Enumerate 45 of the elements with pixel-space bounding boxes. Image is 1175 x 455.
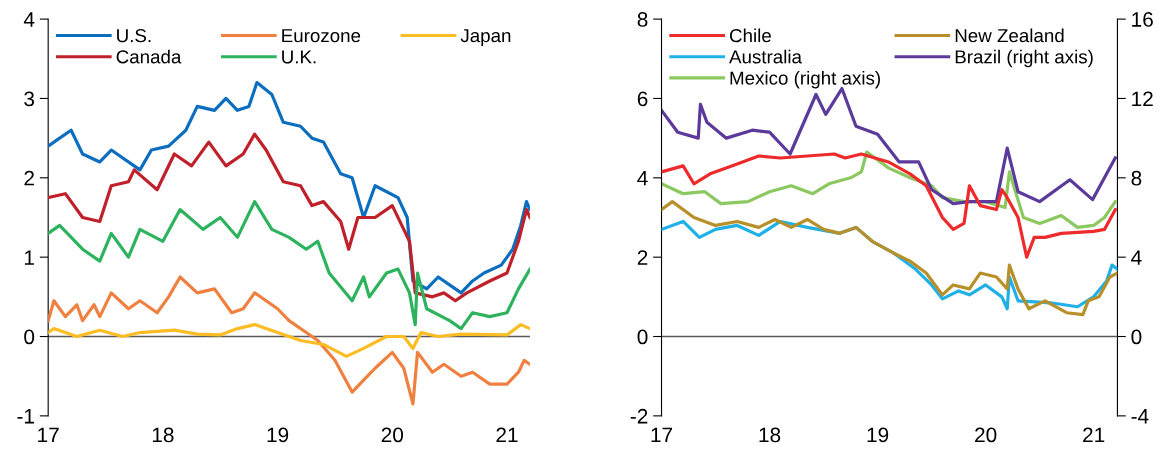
legend-label: New Zealand: [955, 28, 1064, 43]
legend-label: Mexico (right axis): [730, 70, 880, 89]
line-series: [48, 323, 530, 358]
y2-tick-label: 12: [1132, 91, 1153, 107]
legend-label: Brazil (right axis): [955, 49, 1093, 68]
x-tick-label: 18: [152, 427, 174, 443]
line-series: [48, 80, 530, 295]
legend-label: Chile: [729, 28, 771, 43]
y-tick-label: 6: [637, 91, 648, 107]
x-tick-label: 21: [1083, 427, 1105, 443]
line-series: [48, 200, 530, 331]
legend-label: U.K.: [282, 50, 316, 64]
y-tick-label: 8: [637, 12, 648, 27]
y2-tick-label: 16: [1132, 12, 1153, 27]
x-tick-label: 17: [651, 427, 673, 443]
y-tick-label: 4: [637, 171, 648, 186]
y-tick-label: -2: [630, 408, 648, 424]
x-tick-label: 19: [867, 427, 889, 443]
legend-label: Eurozone: [282, 29, 361, 43]
legend-label: U.S.: [117, 28, 151, 43]
legend-label: Australia: [729, 49, 802, 64]
x-tick-label: 18: [759, 427, 781, 443]
x-tick-label: 20: [381, 427, 404, 443]
line-series: [661, 152, 1117, 259]
y-tick-label: 0: [637, 329, 648, 345]
y-tick-label: 1: [24, 250, 34, 265]
y-tick-label: 0: [24, 329, 35, 345]
legend-label: Canada: [116, 49, 182, 64]
line-series: [48, 275, 530, 406]
line-series: [48, 132, 530, 303]
y-tick-label: -1: [17, 409, 34, 424]
y2-tick-label: 4: [1131, 250, 1142, 265]
x-tick-label: 17: [38, 427, 59, 443]
y2-tick-label: 0: [1131, 329, 1142, 345]
x-tick-label: 21: [496, 427, 518, 443]
legend-label: Japan: [460, 29, 511, 46]
y2-tick-label: 8: [1131, 170, 1142, 186]
x-tick-label: 19: [267, 427, 289, 443]
y-tick-label: 3: [24, 91, 35, 107]
y-tick-label: 2: [24, 170, 34, 186]
line-series: [661, 200, 1118, 317]
y-tick-label: 2: [637, 250, 648, 265]
x-tick-label: 20: [975, 427, 997, 443]
y2-tick-label: -4: [1131, 409, 1149, 424]
y-tick-label: 4: [23, 12, 35, 27]
